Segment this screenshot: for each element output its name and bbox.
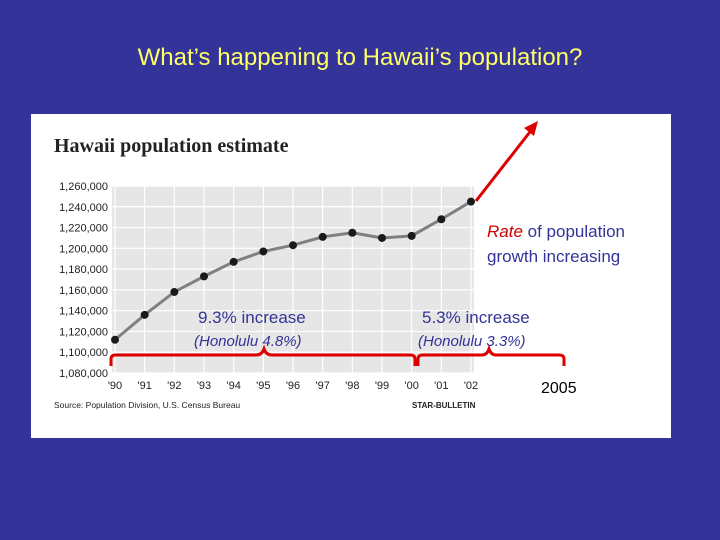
data-point: [318, 232, 327, 241]
x-tick-label: '97: [315, 380, 329, 392]
y-tick-label: 1,080,000: [59, 368, 108, 380]
increase-left-label: 9.3% increase: [198, 308, 306, 327]
increase-left-sub: (Honolulu 4.8%): [194, 333, 302, 350]
y-tick-label: 1,240,000: [59, 202, 108, 214]
y-axis-ticks: 1,080,000 1,100,000 1,120,000 1,140,000 1,16…: [59, 181, 108, 380]
data-point: [437, 215, 446, 224]
data-point: [111, 335, 119, 344]
x-tick-label: '91: [137, 380, 151, 392]
rate-annotation-line1: Rate of population: [487, 222, 625, 241]
rate-word: Rate: [487, 222, 523, 241]
source-note: Source: Population Division, U.S. Census…: [54, 400, 240, 410]
rate-rest: of population: [523, 222, 625, 241]
data-point: [229, 257, 238, 266]
y-tick-label: 1,160,000: [59, 285, 108, 297]
trend-arrow-line: [474, 127, 535, 202]
x-tick-label: '95: [256, 380, 270, 392]
data-point: [348, 228, 357, 237]
y-tick-label: 1,140,000: [59, 306, 108, 318]
slide-title: What’s happening to Hawaii’s population?: [137, 44, 583, 71]
trend-arrow-head: [524, 121, 538, 136]
x-tick-label: '92: [167, 380, 181, 392]
data-point: [407, 231, 416, 240]
x-axis-ticks: '90 '91 '92 '93 '94 '95 '96 '97 '98 '99 '00 '01 '02: [108, 380, 478, 392]
data-point: [467, 197, 475, 206]
x-tick-label: '94: [226, 380, 240, 392]
y-tick-label: 1,260,000: [59, 181, 108, 193]
x-tick-label: '93: [197, 380, 211, 392]
increase-right-label: 5.3% increase: [422, 308, 530, 327]
x-tick-label: '96: [286, 380, 300, 392]
chart-title: Hawaii population estimate: [54, 135, 289, 157]
x-tick-label: '98: [345, 380, 359, 392]
x-tick-label: '00: [404, 380, 418, 392]
y-tick-label: 1,100,000: [59, 347, 108, 359]
data-point: [170, 287, 179, 296]
data-point: [200, 272, 208, 281]
grid-lines: [112, 185, 474, 374]
y-tick-label: 1,200,000: [59, 243, 108, 255]
brace-right: [416, 344, 566, 366]
year-label: 2005: [541, 380, 577, 397]
x-tick-label: '90: [108, 380, 122, 392]
rate-annotation-line2: growth increasing: [487, 247, 620, 266]
y-tick-label: 1,220,000: [59, 223, 108, 235]
data-point: [378, 233, 386, 242]
data-markers: [111, 197, 475, 344]
x-tick-label: '01: [434, 380, 448, 392]
data-point: [140, 310, 149, 319]
brace-left: [109, 344, 417, 366]
x-tick-label: '99: [375, 380, 389, 392]
x-tick-label: '02: [464, 380, 478, 392]
data-point: [289, 241, 297, 250]
y-tick-label: 1,120,000: [59, 326, 108, 338]
data-point: [259, 247, 268, 256]
credit-label: STAR-BULLETIN: [412, 401, 476, 410]
y-tick-label: 1,180,000: [59, 264, 108, 276]
increase-right-sub: (Honolulu 3.3%): [418, 333, 526, 350]
